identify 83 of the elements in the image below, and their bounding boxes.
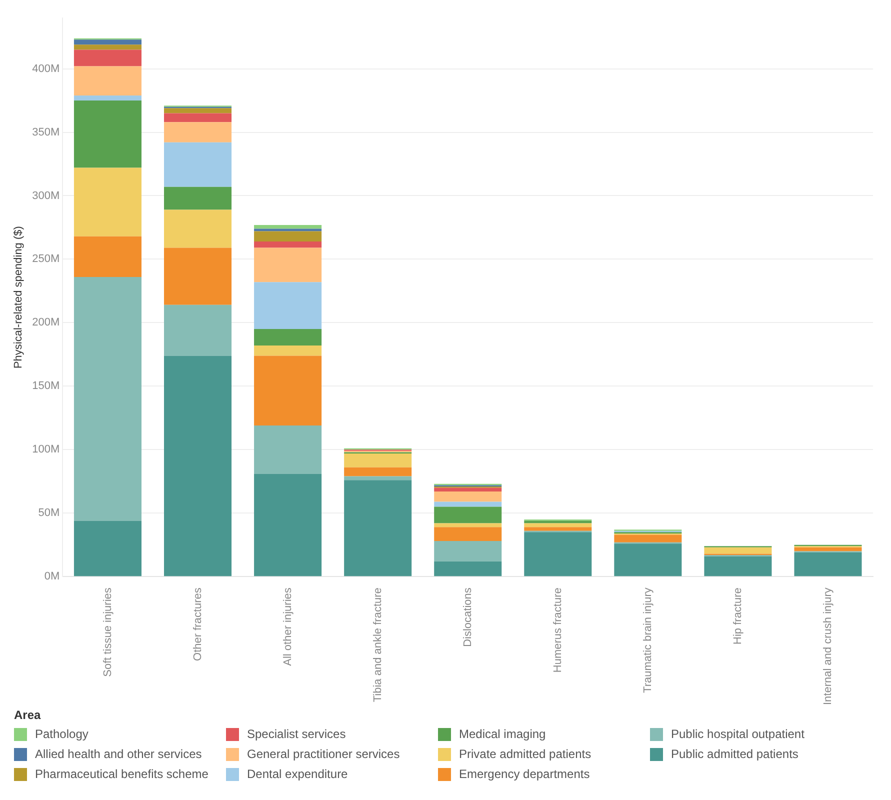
bar (524, 520, 592, 524)
bar (344, 467, 412, 476)
y-tick-label: 200M (32, 316, 60, 329)
x-tick-label: Dislocations (462, 587, 474, 647)
legend-label: Medical imaging (459, 727, 546, 741)
legend-label: Dental expenditure (247, 767, 348, 781)
bar (344, 476, 412, 480)
bar (164, 108, 232, 114)
bar (434, 523, 502, 528)
bar (524, 532, 592, 576)
bar (254, 228, 322, 232)
bar (704, 556, 772, 576)
legend-label: Specialist services (247, 727, 346, 741)
y-tick-label: 150M (32, 380, 60, 392)
x-tick-label: Soft tissue injuries (102, 587, 114, 677)
bar (704, 547, 772, 554)
y-tick-label: 100M (32, 444, 60, 456)
legend-title: Area (14, 708, 42, 722)
bar (434, 488, 502, 492)
bar (74, 520, 142, 576)
bar (164, 142, 232, 187)
bar (344, 480, 412, 576)
x-tick-label: Hip fracture (732, 588, 744, 644)
x-tick-label: Internal and crush injury (822, 587, 834, 706)
y-tick-label: 0M (44, 570, 60, 583)
bar (794, 552, 862, 576)
bar (434, 527, 502, 542)
bar (254, 356, 322, 426)
bar (254, 224, 322, 229)
bar (164, 210, 232, 248)
legend-label: Public admitted patients (671, 747, 798, 761)
bar (74, 276, 142, 521)
bar (74, 168, 142, 236)
bar (614, 544, 682, 576)
bar (74, 95, 142, 101)
bar (164, 122, 232, 142)
y-tick-label: 50M (38, 507, 60, 520)
bar (254, 241, 322, 248)
bar (524, 523, 592, 528)
x-tick-label: Tibia and ankle fracture (372, 588, 384, 702)
legend-label: Pharmaceutical benefits scheme (35, 767, 208, 781)
bar (434, 506, 502, 524)
bar (344, 453, 412, 468)
bar (74, 40, 142, 45)
bar (254, 282, 322, 330)
bar (614, 534, 682, 542)
y-tick-label: 400M (32, 62, 60, 75)
legend-label: Allied health and other services (35, 747, 202, 761)
bar (74, 50, 142, 66)
y-tick-label: 350M (32, 126, 60, 138)
bar (434, 502, 502, 507)
bar (434, 541, 502, 562)
bar (434, 492, 502, 502)
bar (74, 100, 142, 168)
bar (254, 346, 322, 356)
bar (434, 561, 502, 576)
bar (74, 66, 142, 96)
bar (254, 474, 322, 576)
y-tick-label: 300M (32, 190, 60, 202)
bar (164, 304, 232, 356)
legend-label: Pathology (35, 727, 88, 741)
bar (254, 231, 322, 242)
legend-label: Public hospital outpatient (671, 727, 804, 741)
bar (164, 356, 232, 576)
bar (254, 248, 322, 282)
x-tick-label: Other fractures (192, 587, 204, 661)
legend-label: General practitioner services (247, 747, 400, 761)
y-tick-label: 250M (32, 253, 60, 266)
bar (794, 547, 862, 552)
bar (74, 236, 142, 277)
bar (164, 186, 232, 210)
bar (164, 113, 232, 122)
bar (254, 329, 322, 346)
y-axis-title: Physical-related spending ($) (12, 226, 25, 369)
legend-label: Private admitted patients (459, 747, 592, 761)
x-tick-label: Traumatic brain injury (642, 587, 654, 693)
legend-label: Emergency departments (459, 767, 590, 781)
bar (74, 44, 142, 50)
bar (164, 248, 232, 305)
x-tick-label: All other injuries (282, 587, 294, 666)
bar (254, 426, 322, 474)
bar (524, 527, 592, 531)
x-tick-label: Humerus fracture (552, 588, 564, 673)
